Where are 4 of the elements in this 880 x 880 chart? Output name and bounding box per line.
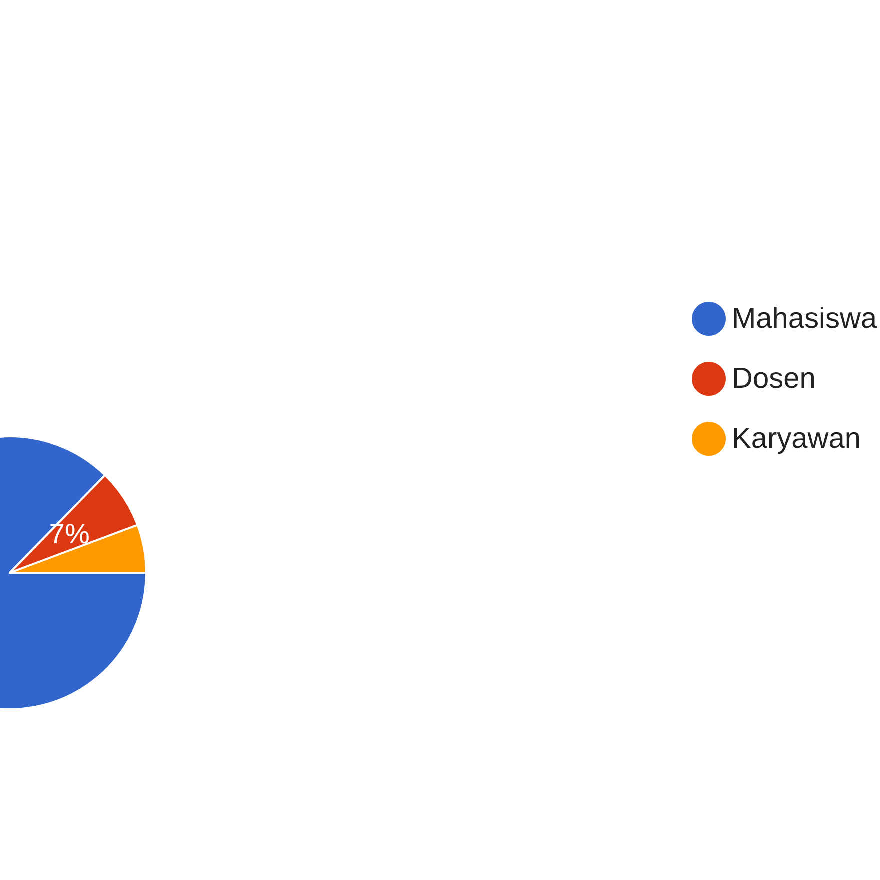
legend-label: Mahasiswa [732, 303, 878, 335]
legend-label: Karyawan [732, 423, 861, 455]
data-label: 7% [49, 518, 90, 550]
legend-label: Dosen [732, 363, 816, 395]
